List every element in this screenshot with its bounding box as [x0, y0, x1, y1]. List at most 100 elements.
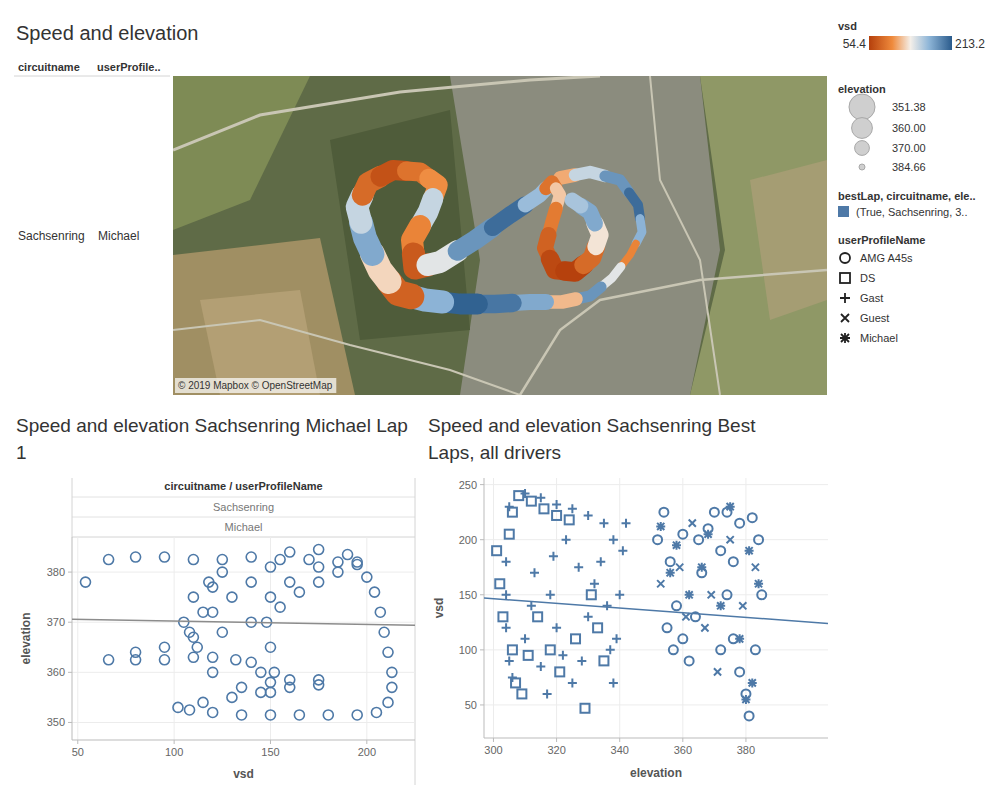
point [584, 511, 593, 520]
point [552, 500, 561, 509]
title-line: Laps, all drivers [428, 442, 561, 463]
size-legend-label: 351.38 [892, 101, 926, 113]
point [716, 645, 725, 654]
point [678, 530, 687, 539]
legend-marker [840, 253, 850, 263]
tick-mark [68, 672, 72, 673]
point [735, 634, 744, 643]
point [256, 687, 266, 697]
legend-title: vsd [838, 20, 857, 32]
point [208, 652, 218, 662]
column-header: circuitname / userProfileName [164, 480, 322, 492]
point [609, 678, 618, 687]
size-legend-marker [849, 94, 875, 120]
point [739, 602, 746, 609]
point [565, 515, 574, 524]
point [543, 689, 552, 698]
tick-label: 50 [72, 746, 84, 758]
point [192, 642, 202, 652]
color-bar-label: 213.2 [955, 37, 985, 51]
point [517, 689, 526, 698]
map-field [173, 238, 355, 395]
point [495, 579, 504, 588]
track [357, 170, 642, 304]
point [502, 557, 511, 566]
point [314, 577, 324, 587]
tick-mark [745, 738, 746, 742]
map-road [173, 76, 600, 150]
point [131, 552, 141, 562]
point [275, 602, 285, 612]
point [599, 519, 608, 528]
point [656, 522, 665, 531]
point [159, 642, 169, 652]
tick-mark [366, 740, 367, 744]
point [672, 601, 681, 610]
point [104, 655, 114, 665]
legend-label: Guest [860, 312, 889, 324]
header-rule [14, 76, 170, 77]
point [227, 592, 237, 602]
point [505, 502, 514, 511]
point [745, 546, 754, 555]
point [697, 563, 706, 572]
tick-label: 380 [737, 744, 755, 756]
point [657, 580, 664, 587]
column-header: circuitname [18, 61, 80, 73]
point [609, 535, 618, 544]
point [333, 567, 343, 577]
grid-line [72, 672, 415, 673]
point [323, 710, 333, 720]
point [188, 592, 198, 602]
point [362, 572, 372, 582]
point [663, 623, 672, 632]
point [198, 697, 208, 707]
title-line: Speed and elevation Sachsenring Best [428, 415, 756, 436]
tick-mark [77, 740, 78, 744]
tick-label: 360 [47, 666, 65, 678]
attribution-bg [175, 378, 336, 393]
tick-mark [480, 704, 484, 705]
point [676, 564, 683, 571]
point [689, 520, 696, 527]
legend-label: (True, Sachsenring, 3.. [856, 206, 967, 218]
legend-label: AMG A45s [860, 252, 913, 264]
point [527, 601, 536, 610]
point [104, 555, 114, 565]
axes: 30032034036038050100150200250elevationvs… [432, 478, 828, 780]
point [314, 545, 324, 555]
point [275, 555, 285, 565]
point [727, 536, 734, 543]
map-forest [330, 110, 470, 340]
point [580, 704, 589, 713]
point [285, 547, 295, 557]
point [751, 645, 760, 654]
grid-line [493, 478, 494, 738]
point [710, 508, 719, 517]
point [179, 617, 189, 627]
map-background [173, 76, 827, 395]
point [502, 623, 511, 632]
legend-marker [841, 314, 849, 322]
grid-line [366, 537, 367, 740]
point [173, 702, 183, 712]
point [666, 557, 675, 566]
point [571, 634, 580, 643]
point [217, 567, 227, 577]
pane-border [72, 478, 73, 537]
point [562, 535, 571, 544]
point [723, 590, 732, 599]
color-bar-label: 54.4 [843, 37, 867, 51]
grid-line [484, 649, 828, 650]
point [256, 667, 266, 677]
header-rule [72, 517, 415, 518]
x-axis-line [484, 738, 828, 739]
point [505, 656, 514, 665]
point [552, 511, 561, 520]
point [622, 519, 631, 528]
tick-mark [68, 572, 72, 573]
tick-mark [493, 738, 494, 742]
tick-label: 320 [547, 744, 565, 756]
point [741, 695, 750, 704]
tick-mark [682, 738, 683, 742]
